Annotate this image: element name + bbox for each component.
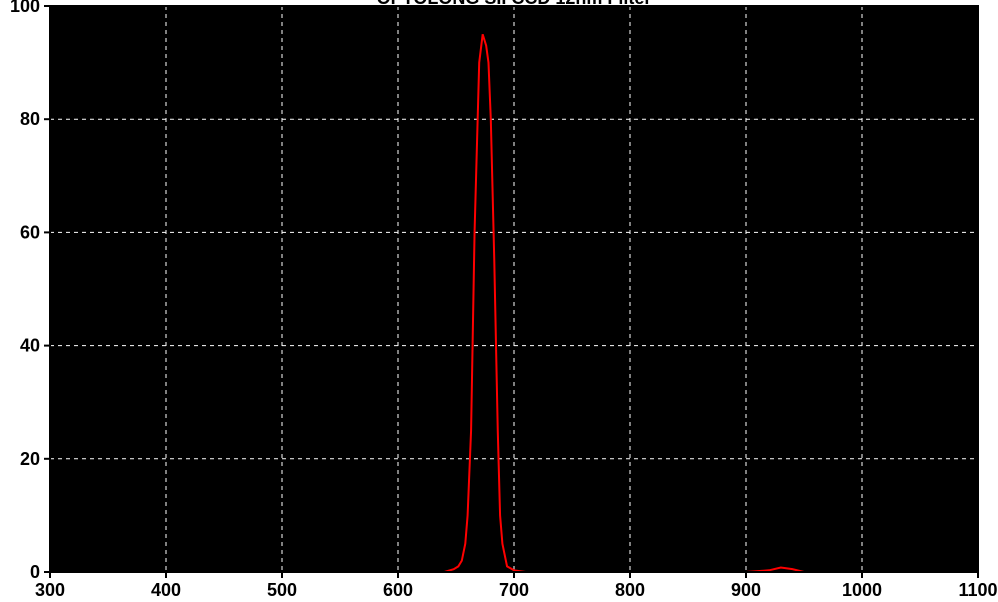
xtick-label: 900 [731, 580, 761, 600]
ytick-label: 60 [20, 222, 40, 242]
xtick-label: 1100 [958, 580, 997, 600]
chart-container: 300 400 500 600 700 800 900 1000 1100 0 20 40 60 80 10… [0, 0, 998, 602]
ytick-label: 40 [20, 336, 40, 356]
ytick-label: 80 [20, 109, 40, 129]
ytick-label: 20 [20, 449, 40, 469]
ytick-label: 0 [30, 562, 40, 582]
chart-title: OPTOLONG SII CCD 12nm Filter [377, 0, 652, 8]
xtick-label: 800 [615, 580, 645, 600]
xtick-label: 700 [499, 580, 529, 600]
xtick-label: 1000 [842, 580, 882, 600]
xtick-label: 600 [383, 580, 413, 600]
filter-transmission-chart: 300 400 500 600 700 800 900 1000 1100 0 20 40 60 80 10… [0, 0, 998, 602]
xtick-label: 500 [267, 580, 297, 600]
ytick-label: 100 [10, 0, 40, 16]
xtick-label: 300 [35, 580, 65, 600]
xtick-label: 400 [151, 580, 181, 600]
